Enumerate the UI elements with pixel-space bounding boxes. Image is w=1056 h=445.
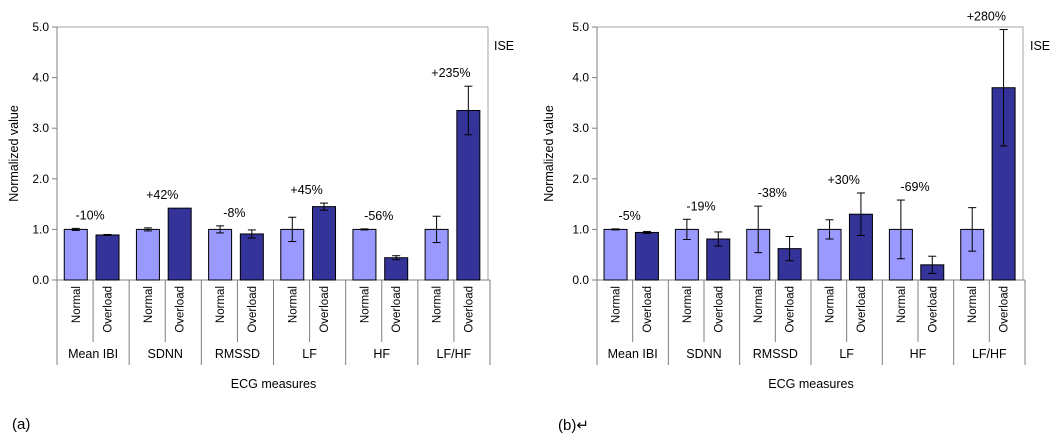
category-label: Mean IBI xyxy=(68,347,118,361)
series-tick-label: Normal xyxy=(825,286,837,323)
series-tick-label: Normal xyxy=(359,286,371,323)
y-tick-label: 1.0 xyxy=(32,222,49,236)
plot-frame xyxy=(56,26,489,281)
series-tick-label: Overload xyxy=(642,286,654,333)
y-axis-label: Normalized value xyxy=(542,105,556,202)
bar-normal xyxy=(352,228,377,281)
percent-change-label: +30% xyxy=(828,173,860,187)
percent-change-label: +235% xyxy=(431,66,470,80)
bar-overload xyxy=(384,257,409,281)
series-tick-label: Overload xyxy=(463,286,475,333)
y-tick-label: 3.0 xyxy=(32,121,49,135)
series-tick-label: Normal xyxy=(143,286,155,323)
category-label: LF/HF xyxy=(972,347,1007,361)
series-tick-label: Overload xyxy=(175,286,187,333)
bar-overload xyxy=(167,207,192,281)
category-label: HF xyxy=(373,347,390,361)
y-tick-label: 3.0 xyxy=(572,121,589,135)
bar-normal xyxy=(135,228,160,281)
y-tick-label: 0.0 xyxy=(572,273,589,287)
category-label: SDNN xyxy=(148,347,183,361)
y-tick-label: 4.0 xyxy=(572,71,589,85)
y-tick-label: 2.0 xyxy=(32,172,49,186)
y-tick-label: 4.0 xyxy=(32,71,49,85)
series-tick-label: Normal xyxy=(432,286,444,323)
chart-panel-b: 0.0 1.0 2.0 3.0 4.0 5.0 Normalized value ISE Nor… xyxy=(542,10,1050,391)
series-tick-label: Overload xyxy=(856,286,868,333)
plot-frame xyxy=(596,26,1024,281)
category-label: Mean IBI xyxy=(608,347,658,361)
percent-change-label: -69% xyxy=(900,180,929,194)
category-label: HF xyxy=(910,347,927,361)
percent-change-label: +42% xyxy=(146,188,178,202)
y-tick-label: 5.0 xyxy=(32,20,49,34)
bar-normal xyxy=(63,228,88,281)
series-tick-label: Normal xyxy=(71,286,83,323)
bar-overload xyxy=(312,206,337,281)
category-label: RMSSD xyxy=(215,347,260,361)
percent-change-label: +45% xyxy=(290,183,322,197)
corner-label: ISE xyxy=(1030,39,1050,53)
series-tick-label: Normal xyxy=(967,286,979,323)
y-tick-label: 5.0 xyxy=(572,20,589,34)
bar-normal xyxy=(603,228,628,281)
percent-change-label: -19% xyxy=(686,199,715,213)
series-tick-label: Normal xyxy=(896,286,908,323)
category-label: LF xyxy=(839,347,854,361)
bar-overload xyxy=(95,234,120,281)
category-label: LF/HF xyxy=(437,347,472,361)
series-tick-label: Overload xyxy=(999,286,1011,333)
category-label: RMSSD xyxy=(753,347,798,361)
panel-label-a: (a) xyxy=(12,416,31,433)
y-tick-label: 1.0 xyxy=(572,222,589,236)
bar-overload xyxy=(239,233,264,281)
series-tick-label: Normal xyxy=(753,286,765,323)
percent-change-label: +280% xyxy=(967,10,1006,24)
panel-label-b: (b)↵ xyxy=(558,417,589,434)
chart-panel-a: 0.0 1.0 2.0 3.0 4.0 5.0 Normalized value ISE Nor… xyxy=(7,20,514,391)
x-axis-label: ECG measures xyxy=(231,377,316,391)
percent-change-label: -10% xyxy=(75,208,104,222)
y-tick-label: 2.0 xyxy=(572,172,589,186)
series-tick-label: Overload xyxy=(391,286,403,333)
percent-change-label: -38% xyxy=(758,186,787,200)
percent-change-label: -8% xyxy=(223,206,245,220)
bar-normal xyxy=(208,228,233,281)
series-tick-label: Overload xyxy=(319,286,331,333)
percent-change-label: -56% xyxy=(364,209,393,223)
series-tick-label: Normal xyxy=(215,286,227,323)
category-label: LF xyxy=(302,347,317,361)
y-axis-label: Normalized value xyxy=(7,105,21,202)
bar-overload xyxy=(634,231,659,281)
corner-label: ISE xyxy=(494,39,514,53)
bar-overload xyxy=(456,109,481,281)
series-tick-label: Overload xyxy=(247,286,259,333)
series-tick-label: Overload xyxy=(103,286,115,333)
series-tick-label: Overload xyxy=(927,286,939,333)
percent-change-label: -5% xyxy=(619,209,641,223)
x-axis-label: ECG measures xyxy=(768,377,853,391)
y-tick-label: 0.0 xyxy=(32,273,49,287)
series-tick-label: Normal xyxy=(287,286,299,323)
series-tick-label: Overload xyxy=(785,286,797,333)
series-tick-label: Normal xyxy=(682,286,694,323)
series-tick-label: Normal xyxy=(611,286,623,323)
series-tick-label: Overload xyxy=(713,286,725,333)
category-label: SDNN xyxy=(686,347,721,361)
